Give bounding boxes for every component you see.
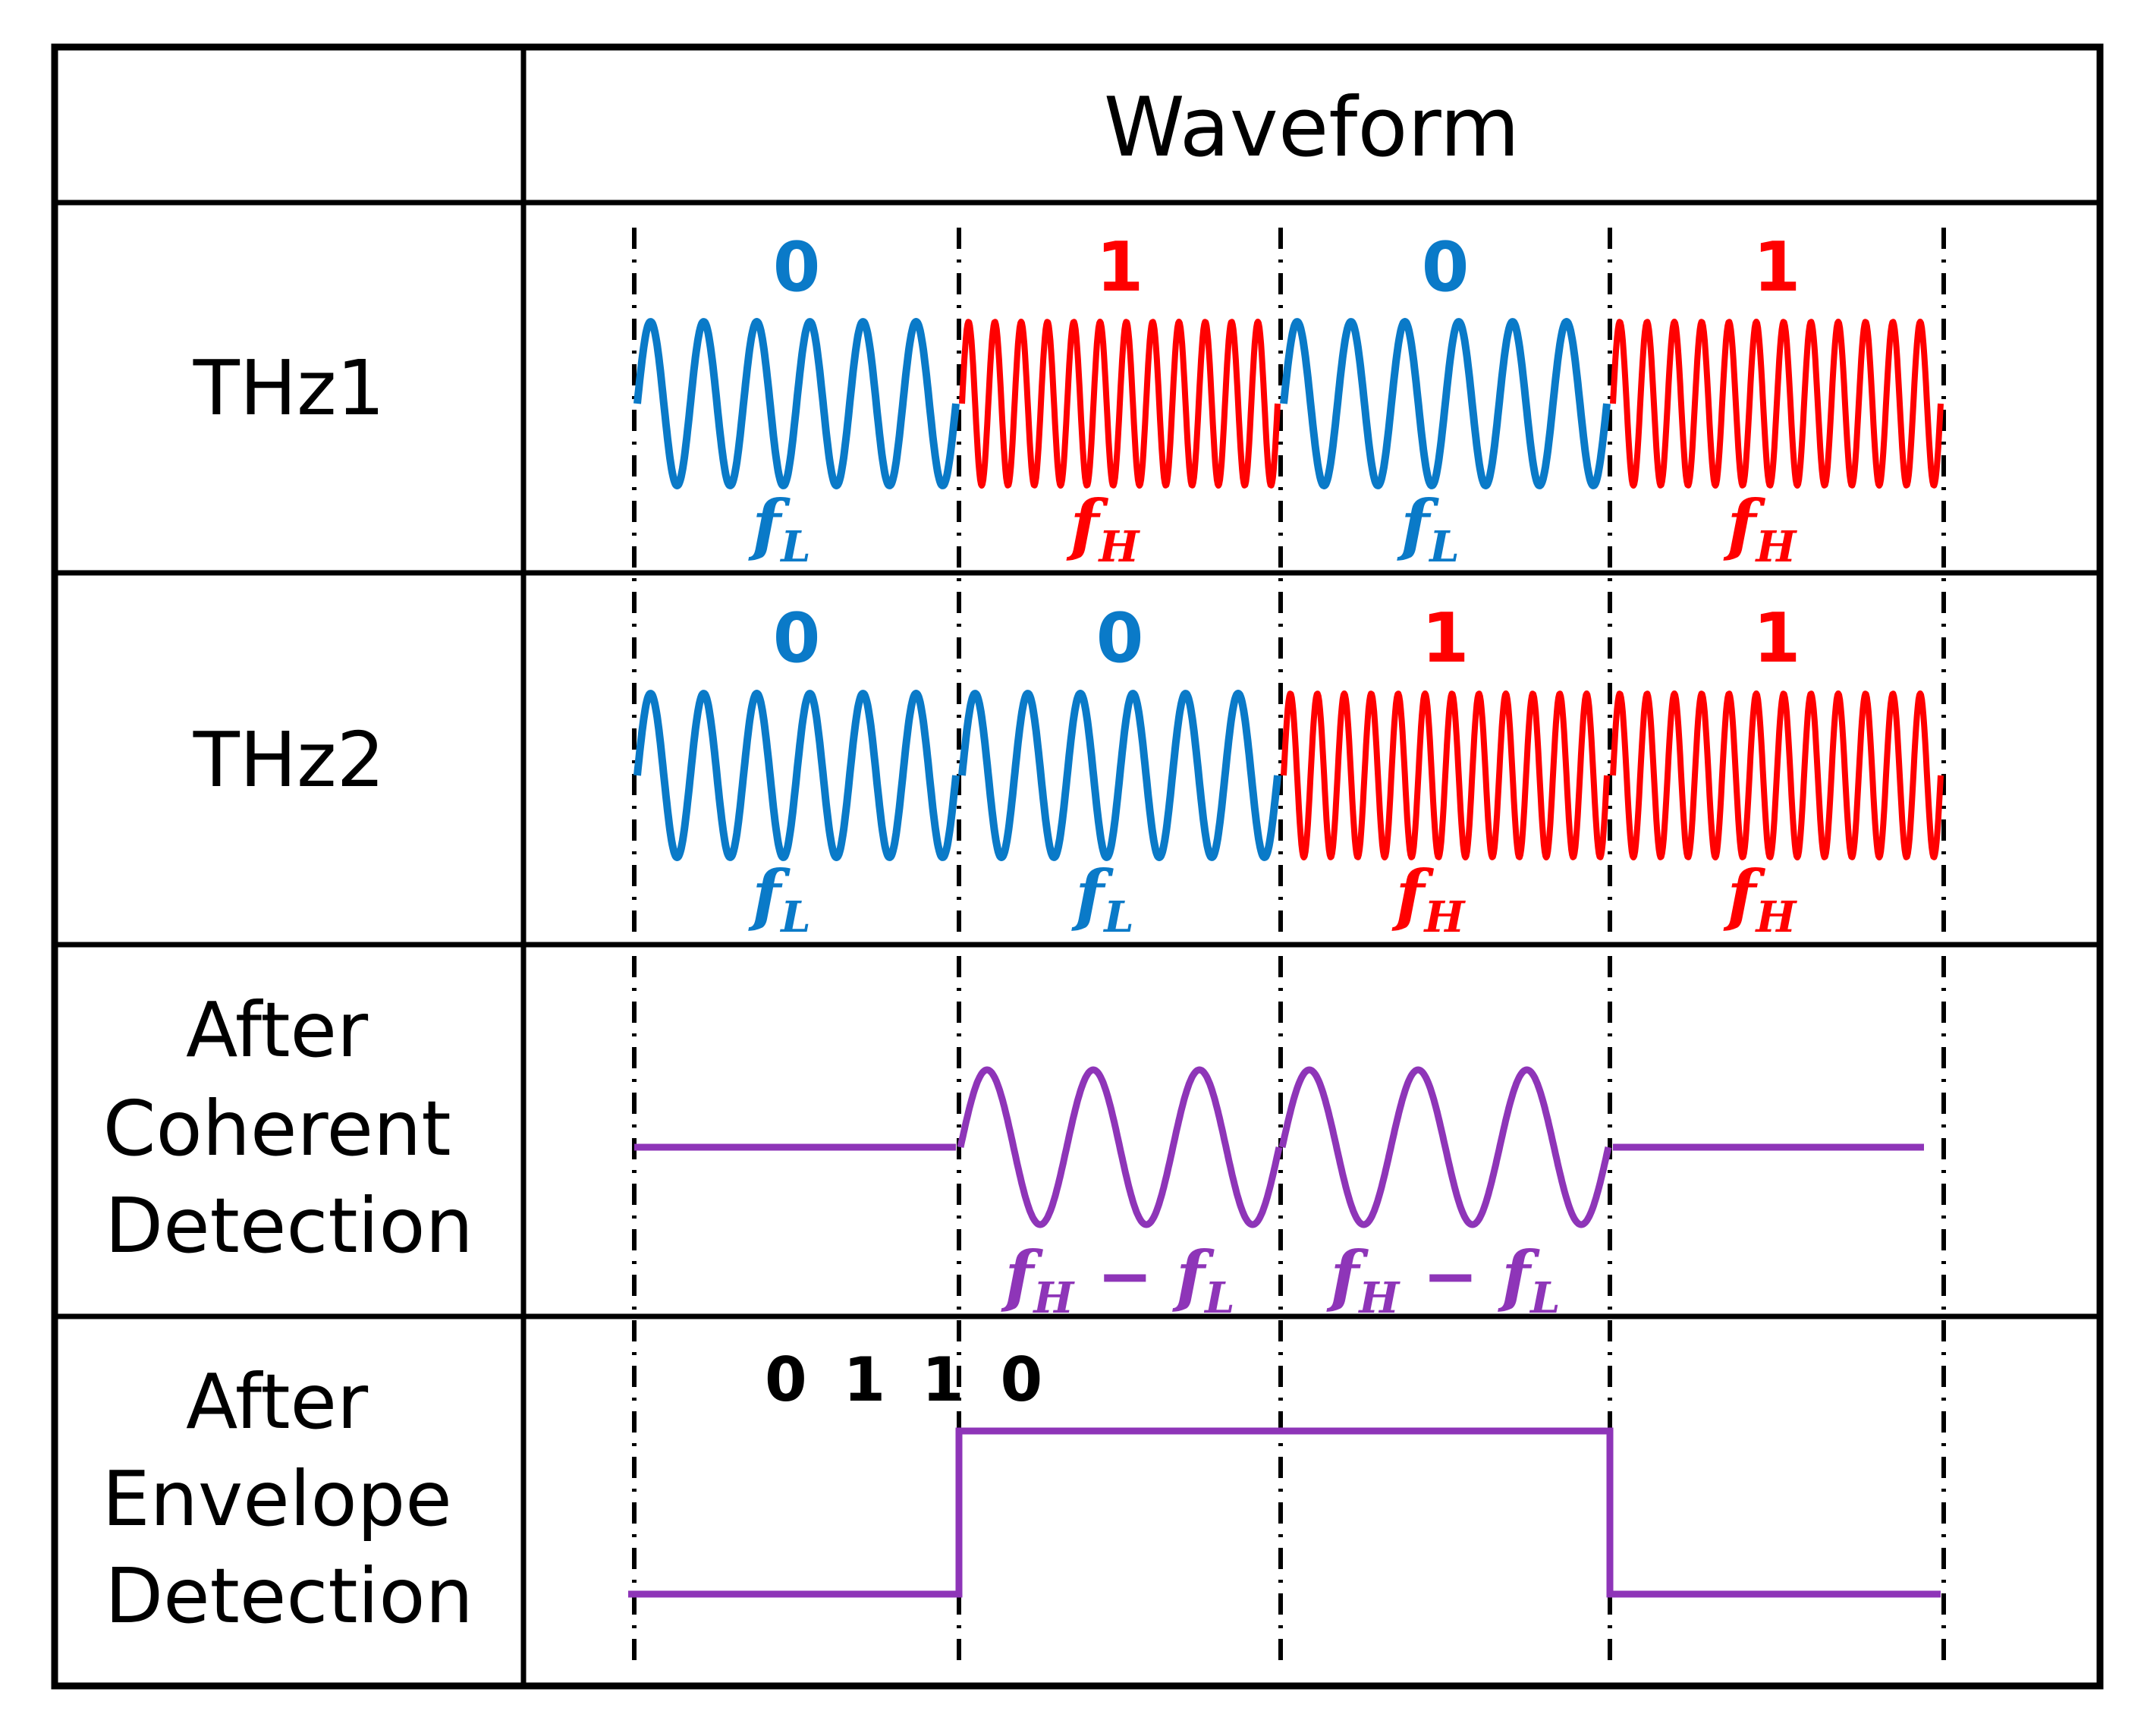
frequency-label: fH (1723, 855, 1798, 942)
frequency-subscript: H (1357, 1273, 1401, 1323)
frequency-subscript: H (1032, 1273, 1075, 1323)
bit-label: 1 (1753, 228, 1801, 307)
row-label-line: Envelope (102, 1455, 451, 1543)
beat-frequency-wave (1278, 1066, 1612, 1228)
low-frequency-wave (633, 318, 960, 489)
low-frequency-wave (633, 690, 960, 861)
frequency-subscript: L (1102, 892, 1133, 942)
row-label-coherent: After Coherent Detection (103, 986, 476, 1270)
bit-label: 0 (773, 228, 821, 307)
low-frequency-wave (958, 690, 1281, 861)
row-label-line: THz1 (193, 344, 385, 432)
column-header: Waveform (1104, 80, 1520, 175)
row-label-thz1: THz1 (193, 344, 385, 432)
frequency-label: fH (1391, 855, 1467, 942)
decoded-bit-sequence: 0 1 1 0 (765, 1344, 1050, 1415)
table-border (51, 43, 2104, 1690)
thz2-waveform: 0 fL 0 fL 1 fH 1 fH (633, 599, 1944, 942)
frequency-label: fH (1066, 485, 1141, 572)
frequency-label: fL (1396, 485, 1459, 572)
frequency-subscript: L (779, 892, 810, 942)
frequency-subscript: L (1203, 1273, 1234, 1323)
low-frequency-wave (1280, 318, 1611, 489)
frequency-label: fL (747, 855, 810, 942)
bit-label: 1 (1422, 599, 1470, 678)
envelope-detection-waveform (628, 1427, 1941, 1598)
high-frequency-wave (1610, 690, 1944, 860)
frequency-label: fL (747, 485, 810, 572)
minus-operator: − (1074, 1236, 1176, 1315)
high-frequency-wave (959, 319, 1281, 489)
row-label-line: Coherent (103, 1084, 451, 1173)
row-label-line: After (186, 986, 369, 1074)
bit-label: 0 (1096, 599, 1144, 678)
row-label-envelope: After Envelope Detection (102, 1357, 476, 1640)
beat-frequency-label: fH − fL (1325, 1236, 1560, 1323)
table-grid (51, 43, 2104, 1690)
envelope-step-signal (628, 1427, 1941, 1598)
frequency-subscript: L (1529, 1273, 1560, 1323)
bit-label: 0 (1422, 228, 1470, 307)
row-label-line: Detection (105, 1552, 473, 1640)
row-label-line: THz2 (193, 715, 385, 804)
frequency-subscript: H (1097, 522, 1140, 572)
frequency-subscript: L (1428, 522, 1459, 572)
bit-label: 0 (773, 599, 821, 678)
frequency-label: fL (1070, 855, 1133, 942)
frequency-subscript: L (779, 522, 810, 572)
row-label-line: Detection (105, 1181, 473, 1270)
thz1-waveform: 0 fL 1 fH 0 fL 1 fH (633, 228, 1944, 572)
row-label-thz2: THz2 (193, 715, 385, 804)
beat-frequency-label: fH − fL (1000, 1236, 1234, 1323)
bit-label: 1 (1753, 599, 1801, 678)
frequency-subscript: H (1754, 522, 1797, 572)
frequency-label: fH (1723, 485, 1798, 572)
frequency-subscript: H (1754, 892, 1797, 942)
high-frequency-wave (1610, 319, 1944, 489)
row-label-line: After (186, 1357, 369, 1446)
bit-label: 1 (1096, 228, 1144, 307)
frequency-subscript: H (1423, 892, 1466, 942)
minus-operator: − (1399, 1236, 1501, 1315)
high-frequency-wave (1281, 690, 1610, 860)
beat-frequency-wave (957, 1066, 1283, 1228)
